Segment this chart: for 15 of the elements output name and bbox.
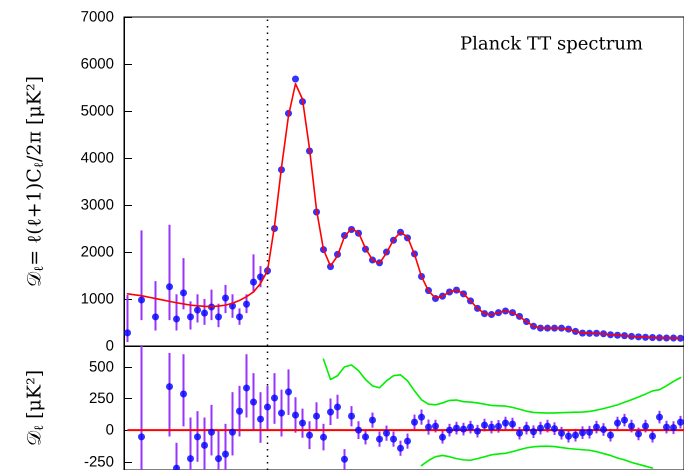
y-axis-title: 𝒟ℓ= ℓ(ℓ+1)Cℓ/2π [μK²] [24, 76, 47, 287]
y-tick-label: 0 [106, 422, 114, 439]
y-tick-label: 1000 [80, 290, 114, 308]
y-tick-label: 7000 [80, 8, 114, 26]
y-axis-title: 𝒟ℓ [μK²] [24, 370, 47, 446]
y-tick-label: 2000 [80, 244, 114, 260]
text: Planck TT spectrum [460, 34, 644, 54]
y-tick-label: 5000 [80, 102, 114, 120]
y-tick-label: 3000 [80, 196, 114, 214]
y-tick-label: 500 [88, 358, 114, 376]
y-tick-label: 6000 [80, 56, 114, 72]
y-tick-label: -250 [84, 453, 114, 470]
y-tick-label: 0 [106, 338, 114, 354]
y-tick-label: 4000 [80, 150, 114, 166]
y-tick-label: 250 [88, 390, 114, 408]
